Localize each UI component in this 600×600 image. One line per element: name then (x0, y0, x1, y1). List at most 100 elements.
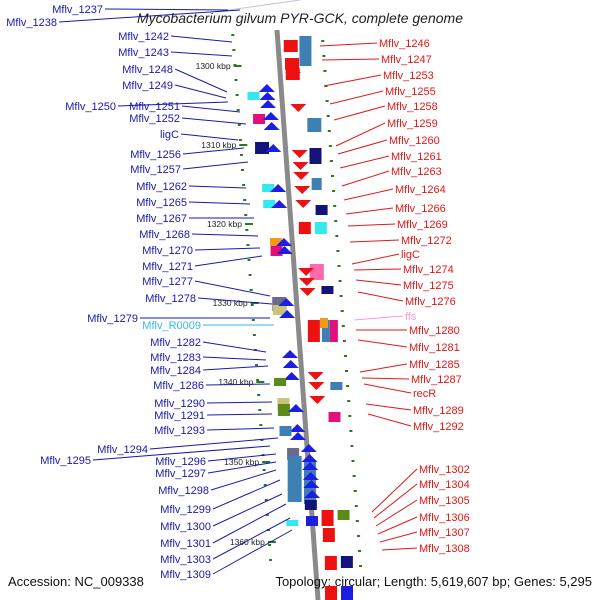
right-leader-line (379, 531, 418, 543)
left-gene-label: Mflv_1265 (136, 197, 187, 209)
left-leader-line (212, 479, 281, 510)
left-leader-line (197, 297, 273, 305)
right-leader-line (357, 339, 408, 348)
accession-text: Accession: NC_009338 (8, 574, 144, 589)
gene-box (321, 286, 334, 294)
left-gene-label: Mflv_1284 (150, 365, 201, 377)
gene-arrow-forward (300, 444, 317, 452)
left-leader-line (194, 280, 271, 297)
guide-dash (242, 184, 246, 186)
left-leader-line (188, 201, 251, 205)
left-gene-label: Mflv_1299 (160, 504, 211, 516)
gene-arrow-forward (271, 200, 288, 208)
left-gene-label: Mflv_1256 (130, 149, 181, 161)
guide-dash (232, 49, 236, 51)
guide-dash (241, 169, 245, 171)
right-gene-label: Mflv_1280 (409, 325, 460, 337)
left-gene-label: Mflv_1251 (129, 101, 180, 113)
right-gene-label: Mflv_1253 (383, 70, 434, 82)
guide-dash (345, 370, 349, 372)
feature-track (231, 34, 363, 600)
left-leader-line (194, 247, 261, 251)
right-labels: Mflv_1246 Mflv_1247 Mflv_1253 Mflv_1255 Mflv… (319, 38, 470, 555)
left-gene-label: Mflv_1309 (160, 569, 211, 581)
gene-arrow-forward (282, 360, 299, 368)
gene-arrow-forward (279, 310, 296, 318)
gene-arrow-forward (302, 462, 319, 470)
guide-dash (355, 520, 359, 522)
guide-dash (346, 385, 350, 387)
guide-dash (250, 304, 254, 306)
right-gene-label: Mflv_1255 (385, 86, 436, 98)
guide-dash (249, 289, 253, 291)
guide-dash (353, 490, 357, 492)
guide-dash (238, 139, 242, 141)
right-gene-label: Mflv_1308 (419, 543, 470, 555)
gene-box (329, 320, 338, 342)
gene-arrow-forward (283, 372, 300, 380)
gene-box (286, 520, 299, 526)
left-leader-line (170, 51, 233, 57)
left-leader-line (207, 453, 277, 462)
gene-arrow-forward (265, 144, 282, 152)
gene-arrow-reverse (298, 278, 315, 286)
right-leader-line (319, 42, 378, 47)
gene-arrow-reverse (308, 382, 325, 390)
guide-dash (343, 355, 347, 357)
guide-dash (336, 250, 340, 252)
gene-box (309, 148, 322, 164)
guide-dash (259, 424, 263, 426)
guide-dash (262, 469, 266, 471)
gene-box (340, 556, 353, 568)
left-leader-line (207, 461, 277, 474)
left-leader-line (206, 413, 273, 416)
gene-arrow-forward (259, 92, 276, 100)
guide-dash (236, 109, 240, 111)
guide-dash (339, 295, 343, 297)
gene-arrow-reverse (285, 72, 302, 80)
guide-dash (257, 394, 261, 396)
left-gene-label: Mflv_1243 (118, 47, 169, 59)
left-leader-line (181, 117, 247, 125)
guide-dash (247, 259, 251, 261)
gene-arrow-reverse (294, 186, 311, 194)
gene-arrow-forward (303, 480, 320, 488)
right-leader-line (363, 383, 412, 394)
right-gene-label: Mflv_1287 (411, 374, 462, 386)
left-gene-label: Mflv_1242 (118, 31, 169, 43)
left-gene-label: Mflv_1262 (136, 181, 187, 193)
gene-arrow-forward (304, 490, 321, 498)
guide-dash (342, 340, 346, 342)
guide-dash (244, 214, 248, 216)
right-leader-line (349, 239, 400, 243)
right-leader-line (321, 58, 380, 61)
left-gene-label: Mflv_1286 (153, 380, 204, 392)
right-gene-label: Mflv_1269 (397, 219, 448, 231)
left-leader-line (104, 8, 229, 11)
left-leader-line (194, 255, 263, 267)
guide-dash (322, 55, 326, 57)
right-leader-line (335, 122, 386, 147)
guide-dash (258, 409, 262, 411)
right-leader-line (355, 279, 402, 286)
gene-box (311, 178, 322, 190)
gene-arrow-forward (301, 454, 318, 462)
gene-box (337, 510, 350, 520)
gene-box (320, 318, 329, 328)
tick-label: 1340 kbp (218, 377, 253, 387)
gene-arrow-forward (263, 122, 280, 130)
right-gene-label: Mflv_1274 (403, 264, 454, 276)
right-gene-label: Mflv_1305 (419, 495, 470, 507)
guide-dash (333, 205, 337, 207)
gene-arrow-reverse (295, 200, 312, 208)
left-gene-label: Mflv_R0009 (142, 320, 201, 332)
left-gene-label: ligC (160, 129, 179, 141)
left-gene-label: Mflv_1298 (158, 485, 209, 497)
guide-dash (352, 475, 356, 477)
right-leader-line (365, 403, 412, 411)
guide-dash (332, 190, 336, 192)
left-gene-label: Mflv_1293 (154, 425, 205, 437)
guide-dash (234, 79, 238, 81)
